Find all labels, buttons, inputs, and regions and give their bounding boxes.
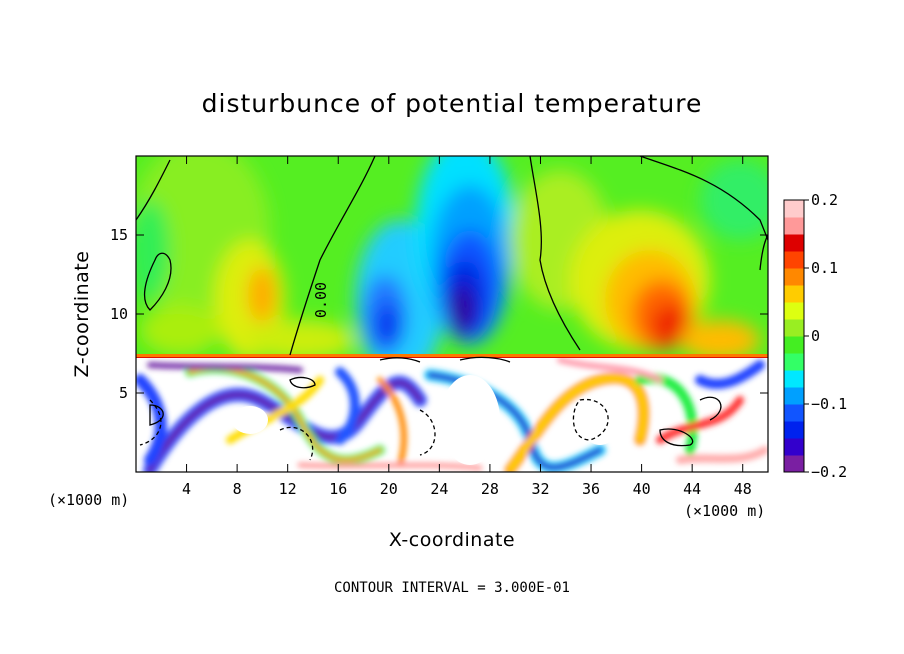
colorbar-swatch bbox=[784, 251, 804, 269]
x-tick-label: 36 bbox=[582, 480, 600, 498]
lower-field bbox=[136, 358, 768, 472]
x-ticks: 4 8 12 16 20 24 28 32 36 40 44 48 bbox=[182, 156, 752, 498]
colorbar-swatch bbox=[784, 285, 804, 303]
colorbar-tick-label: −0.2 bbox=[811, 463, 847, 481]
x-tick-label: 16 bbox=[329, 480, 347, 498]
colorbar-swatch bbox=[784, 421, 804, 439]
colorbar-swatch bbox=[784, 217, 804, 235]
colorbar-swatch bbox=[784, 370, 804, 388]
x-axis-label: X-coordinate bbox=[389, 529, 515, 551]
x-tick-label: 24 bbox=[430, 480, 448, 498]
colorbar-tick-label: 0.1 bbox=[811, 259, 838, 277]
upper-field bbox=[136, 156, 768, 358]
x-tick-label: 20 bbox=[380, 480, 398, 498]
y-tick-label: 5 bbox=[119, 384, 128, 402]
colorbar-swatch bbox=[784, 319, 804, 337]
colorbar-swatch bbox=[784, 302, 804, 320]
colorbar-swatch bbox=[784, 438, 804, 456]
x-tick-label: 32 bbox=[531, 480, 549, 498]
x-tick-label: 8 bbox=[233, 480, 242, 498]
x-tick-label: 28 bbox=[481, 480, 499, 498]
colorbar-tick-label: −0.1 bbox=[811, 395, 847, 413]
colorbar-tick-label: 0.2 bbox=[811, 191, 838, 209]
plot-area: 0.00 bbox=[136, 156, 768, 472]
x-unit-right: (×1000 m) bbox=[684, 502, 765, 520]
colorbar-swatch bbox=[784, 404, 804, 422]
colorbar-swatch bbox=[784, 353, 804, 371]
x-tick-label: 48 bbox=[734, 480, 752, 498]
x-tick-label: 4 bbox=[182, 480, 191, 498]
colorbar-swatch bbox=[784, 336, 804, 354]
y-axis-label: Z-coordinate bbox=[71, 251, 93, 378]
colorbar-ticks: 0.2 0.1 0 −0.1 −0.2 bbox=[804, 191, 847, 481]
x-tick-label: 40 bbox=[633, 480, 651, 498]
contour-interval-note: CONTOUR INTERVAL = 3.000E-01 bbox=[334, 580, 570, 596]
colorbar-swatch bbox=[784, 455, 804, 473]
chart-title: disturbunce of potential temperature bbox=[202, 89, 703, 118]
y-tick-label: 10 bbox=[110, 305, 128, 323]
contour-lines bbox=[136, 156, 768, 461]
colorbar-swatch bbox=[784, 268, 804, 286]
x-unit-left: (×1000 m) bbox=[48, 491, 129, 509]
colorbar-swatch bbox=[784, 200, 804, 218]
x-tick-label: 12 bbox=[279, 480, 297, 498]
contour-label: 0.00 bbox=[312, 282, 330, 318]
colorbar-swatch bbox=[784, 387, 804, 405]
colorbar-tick-label: 0 bbox=[811, 327, 820, 345]
y-tick-label: 15 bbox=[110, 226, 128, 244]
x-tick-label: 44 bbox=[683, 480, 701, 498]
y-ticks: 5 10 15 bbox=[110, 226, 768, 402]
colorbar bbox=[784, 200, 804, 473]
colorbar-swatch bbox=[784, 234, 804, 252]
